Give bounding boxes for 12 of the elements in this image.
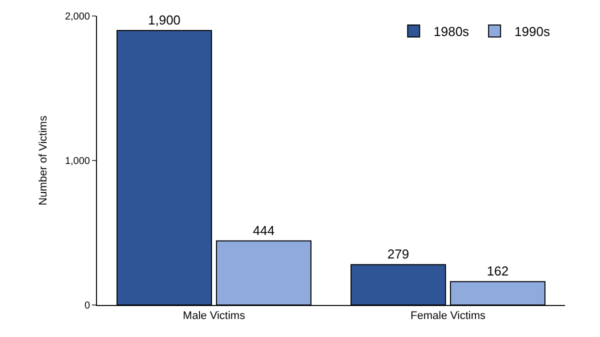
data-label: 1,900 xyxy=(148,12,181,28)
legend-label: 1990s xyxy=(514,24,550,40)
x-tick-label: Female Victims xyxy=(410,310,486,322)
y-tick-label: 1,000 xyxy=(64,156,90,167)
legend-label: 1980s xyxy=(434,24,470,40)
data-label: 444 xyxy=(252,222,275,238)
y-tick-label: 2,000 xyxy=(64,12,90,22)
data-label: 279 xyxy=(387,246,410,262)
y-axis-title: Number of Victims xyxy=(38,115,50,206)
y-tick-label: 0 xyxy=(84,300,90,312)
data-label: 162 xyxy=(486,264,509,279)
x-tick-label: Male Victims xyxy=(182,310,246,322)
